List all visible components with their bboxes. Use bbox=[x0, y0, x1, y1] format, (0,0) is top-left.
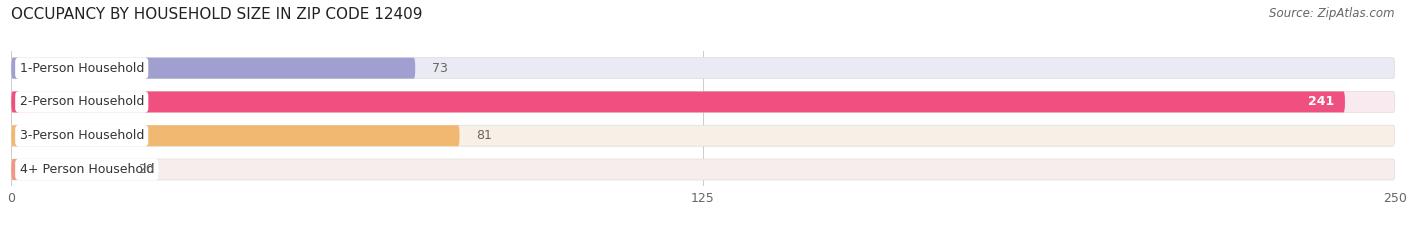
FancyBboxPatch shape bbox=[11, 58, 415, 79]
Text: 241: 241 bbox=[1308, 96, 1334, 108]
Text: 20: 20 bbox=[139, 163, 155, 176]
FancyBboxPatch shape bbox=[11, 125, 1395, 146]
Text: OCCUPANCY BY HOUSEHOLD SIZE IN ZIP CODE 12409: OCCUPANCY BY HOUSEHOLD SIZE IN ZIP CODE … bbox=[11, 7, 423, 22]
FancyBboxPatch shape bbox=[11, 159, 122, 180]
FancyBboxPatch shape bbox=[11, 125, 460, 146]
FancyBboxPatch shape bbox=[11, 159, 1395, 180]
Text: 2-Person Household: 2-Person Household bbox=[20, 96, 143, 108]
Text: 73: 73 bbox=[432, 62, 447, 75]
Text: 81: 81 bbox=[477, 129, 492, 142]
Text: 4+ Person Household: 4+ Person Household bbox=[20, 163, 155, 176]
FancyBboxPatch shape bbox=[11, 58, 1395, 79]
Text: Source: ZipAtlas.com: Source: ZipAtlas.com bbox=[1270, 7, 1395, 20]
Text: 1-Person Household: 1-Person Household bbox=[20, 62, 143, 75]
FancyBboxPatch shape bbox=[11, 92, 1346, 112]
FancyBboxPatch shape bbox=[11, 92, 1395, 112]
Text: 3-Person Household: 3-Person Household bbox=[20, 129, 143, 142]
